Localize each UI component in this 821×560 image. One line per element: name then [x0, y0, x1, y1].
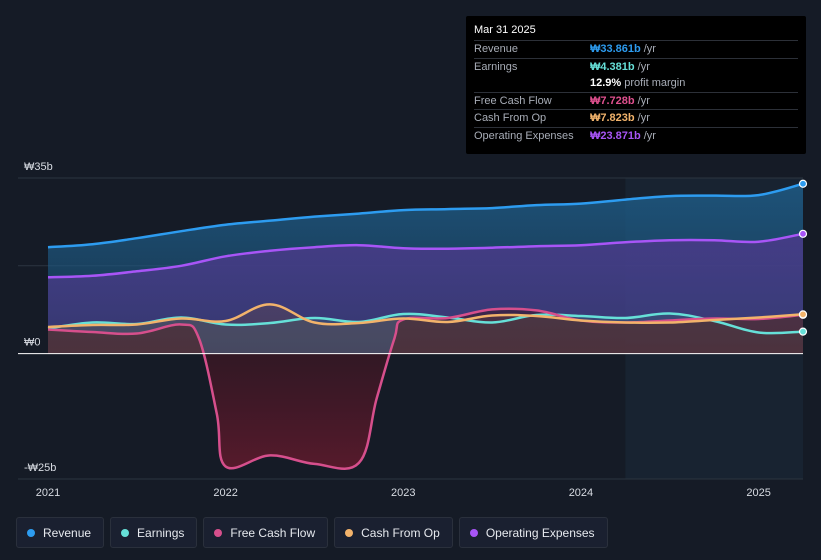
legend-label: Cash From Op: [361, 525, 440, 540]
legend-label: Free Cash Flow: [230, 525, 316, 540]
legend-label: Operating Expenses: [485, 525, 595, 540]
tooltip-row-unit: /yr: [637, 94, 650, 107]
x-tick-label: 2025: [746, 487, 770, 499]
tooltip-row: Revenue ₩33.861b/yr: [474, 40, 798, 58]
series-line: [47, 303, 804, 329]
tooltip-row-value: ₩23.871b: [590, 129, 641, 142]
legend-item[interactable]: Operating Expenses: [458, 517, 608, 548]
legend: Revenue Earnings Free Cash Flow Cash From O…: [16, 517, 608, 549]
tooltip-row-value: 12.9%: [590, 77, 622, 90]
tooltip-row-value: ₩4.381b: [590, 60, 635, 73]
tooltip-row-label: Earnings: [474, 60, 518, 73]
legend-item[interactable]: Revenue: [16, 517, 105, 548]
legend-dot-icon: [469, 528, 478, 537]
tooltip-row-value: ₩7.823b: [590, 112, 635, 125]
tooltip-row: 12.9% profit margin: [474, 75, 798, 92]
series-endpoint: [798, 327, 808, 336]
tooltip-row-unit: /yr: [637, 60, 650, 73]
tooltip-row-label: Free Cash Flow: [474, 94, 552, 107]
legend-item[interactable]: Cash From Op: [334, 517, 453, 548]
tooltip-row: Earnings ₩4.381b/yr: [474, 57, 798, 76]
y-tick-label: ₩35b: [24, 161, 53, 173]
tooltip-row-unit: /yr: [643, 129, 656, 142]
series-endpoint: [798, 229, 808, 238]
legend-dot-icon: [214, 528, 223, 537]
tooltip-row-unit: /yr: [643, 43, 656, 56]
tooltip-row-unit: /yr: [637, 112, 650, 125]
y-tick-label: ₩0: [24, 337, 41, 349]
series-area: [48, 308, 803, 469]
series-line: [47, 232, 804, 279]
tooltip-row-label: Revenue: [474, 43, 519, 56]
tooltip-row: Free Cash Flow ₩7.728b/yr: [474, 91, 798, 110]
x-tick-label: 2022: [213, 487, 237, 499]
legend-label: Earnings: [137, 525, 185, 540]
tooltip-row: Cash From Op ₩7.823b/yr: [474, 109, 798, 127]
tooltip-row-value: ₩33.861b: [590, 43, 641, 56]
tooltip-panel: Mar 31 2025 Revenue ₩33.861b/yr Earnings ₩4…: [466, 16, 806, 154]
legend-label: Revenue: [43, 525, 92, 540]
legend-item[interactable]: Free Cash Flow: [203, 517, 329, 548]
series-endpoint: [798, 179, 808, 188]
tooltip-date: Mar 31 2025: [474, 24, 536, 36]
tooltip-row-value: ₩7.728b: [590, 94, 635, 107]
tooltip-row-label: Cash From Op: [474, 112, 547, 125]
y-tick-label: -₩25b: [24, 462, 56, 474]
tooltip-row: Operating Expenses ₩23.871b/yr: [474, 126, 798, 145]
legend-dot-icon: [27, 528, 35, 537]
x-tick-label: 2024: [569, 487, 593, 499]
legend-dot-icon: [121, 528, 130, 537]
series-area: [48, 304, 803, 354]
series-line: [47, 182, 804, 249]
tooltip-row-label: Operating Expenses: [474, 129, 574, 142]
legend-dot-icon: [345, 528, 354, 537]
legend-item[interactable]: Earnings: [110, 517, 198, 548]
tooltip-row-unit: profit margin: [624, 77, 686, 90]
x-tick-label: 2023: [391, 487, 415, 499]
x-tick-label: 2021: [36, 487, 60, 499]
series-endpoint: [798, 310, 808, 319]
